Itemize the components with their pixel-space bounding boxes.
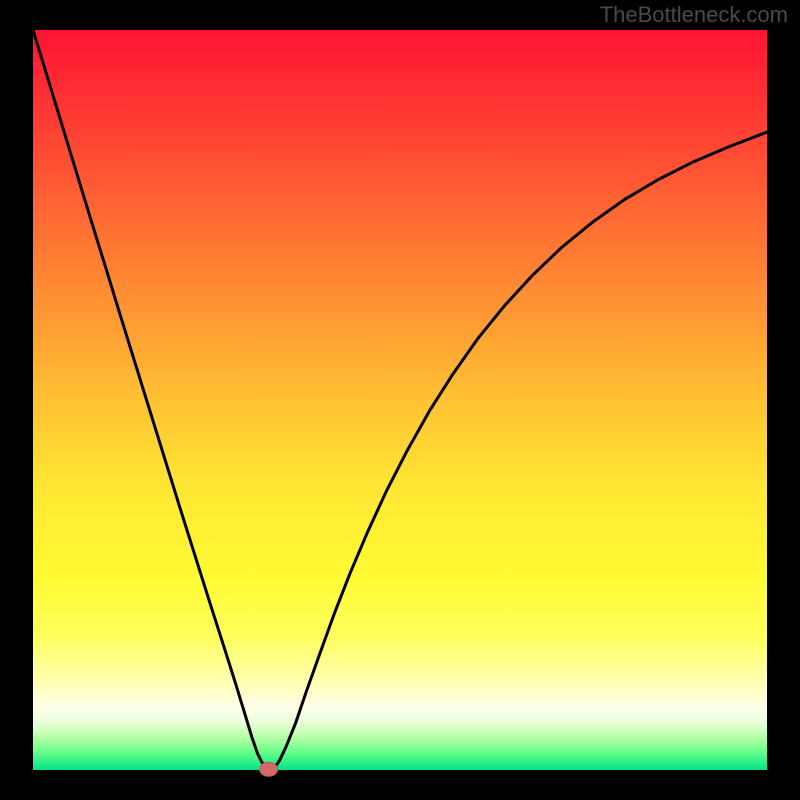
plot-area xyxy=(33,30,767,770)
watermark-text: TheBottleneck.com xyxy=(600,2,788,27)
optimum-marker xyxy=(260,762,278,776)
bottleneck-chart: TheBottleneck.com xyxy=(0,0,800,800)
